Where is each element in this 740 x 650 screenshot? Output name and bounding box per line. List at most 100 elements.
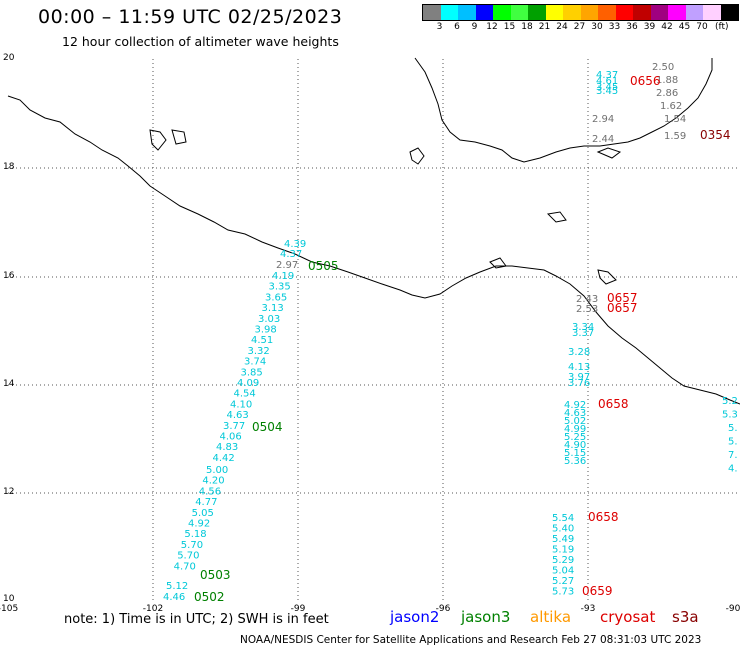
pass-id-label: 0503 [200,568,231,582]
legend-swatch [650,5,668,20]
wave-height-value: 4.19 [272,271,294,282]
legend-swatch [563,5,581,20]
wave-height-value: 2.86 [656,88,678,99]
wave-height-value: 5.19 [552,545,574,556]
wave-height-value: 1.59 [664,131,686,142]
grid-lines: 20 18 16 14 12 10-105 -102 -99 -96 -93 -90 [0,53,740,614]
legend-tick-label: 9 [471,22,478,32]
pass-id-label: 0659 [582,584,613,598]
pass-id-label: 0502 [194,590,225,604]
wave-height-color-legend [422,4,739,21]
wave-height-value: 2.94 [592,114,614,125]
wave-height-value: 2.97 [276,260,298,271]
lon-label: -96 [436,604,451,614]
wave-height-value: 3.76 [568,378,590,389]
lon-label: -90 [726,604,740,614]
pass-id-label: 0658 [588,510,619,524]
lat-label: 16 [3,271,15,281]
legend-tick-label: 24 [556,22,568,32]
wave-height-value: 5.18 [184,529,206,540]
altimeter-track: 5.545.405.495.195.295.045.275.73 0658 [552,510,619,598]
wave-height-value: 4.77 [195,497,217,508]
wave-height-value: 4.37 [596,70,618,81]
legend-swatch [668,5,686,20]
lake-3 [597,269,617,285]
wave-height-value: 5.40 [552,524,574,535]
legend-tick-label: 33 [608,22,621,32]
lat-label: 18 [3,162,15,172]
wave-height-value: 2.50 [652,62,674,73]
credit-line: NOAA/NESDIS Center for Satellite Applica… [240,634,702,646]
wave-height-value: 2.43 [576,294,598,305]
wave-height-value: 5.70 [177,551,199,562]
altimeter-track: 0659 [582,584,613,598]
altimeter-tracks: 4.394.372.97 05054.193.353.653.133.033.98… [163,62,738,604]
lat-label: 20 [3,53,15,63]
wave-height-value: 5.70 [181,540,203,551]
legend-tick-label: 3 [436,22,443,32]
legend-swatch [633,5,651,20]
wave-height-value: 4.37 [280,249,302,260]
wave-height-value: 3.97 [568,372,590,383]
lake-5 [171,129,187,145]
pass-id-label: 0657 [607,301,638,315]
wave-height-value: 4.20 [202,476,224,487]
wave-height-value: 4.63 [564,408,586,419]
wave-height-value: 5.02 [564,416,586,427]
wave-height-value: 5.54 [552,513,574,524]
lake-6 [489,257,507,269]
wave-height-value: 2.53 [576,304,598,315]
legend-swatch [685,5,703,20]
wave-height-value: 4.42 [213,453,235,464]
legend-swatch [580,5,598,20]
altimeter-track: 4.374.613.453.45 2.50 1.88 2.86 1.62 2.94 2.44… [592,62,686,145]
pass-id-label: 0657 [607,291,638,305]
wave-height-value: 4.92 [564,400,586,411]
pass-id-label: 0656 [630,74,661,88]
wave-height-value: 4.10 [230,399,252,410]
altimeter-track: 4.193.353.653.133.033.984.513.323.743.85… [213,271,295,464]
legend-tick-label: 15 [503,22,516,32]
wave-height-value: 3.34 [572,322,594,333]
page-subtitle: 12 hour collection of altimeter wave hei… [62,34,339,49]
altimeter-track: 5.004.204.564.775.054.925.185.705.704.70… [174,465,231,582]
laguna-terminos [596,147,622,159]
pass-id-label: 0505 [308,259,339,273]
legend-unit: (ft) [715,22,729,32]
wave-height-value: 4.13 [568,362,590,373]
legend-tick-label: 36 [626,22,638,32]
satellite-label-cryosat: cryosat [600,608,656,626]
wave-height-value: 4.90 [564,440,586,451]
wave-height-value: 4.51 [251,335,273,346]
wave-height-value: 4.39 [284,239,306,250]
pass-id-label: 0504 [252,420,283,434]
wave-height-value: 4.83 [216,442,238,453]
wave-height-value: 4.46 [163,592,185,603]
wave-height-value: 1.62 [660,101,682,112]
wave-height-value: 5.04 [552,566,574,577]
wave-height-value: 3.74 [244,357,266,368]
legend-tick-label: 21 [538,22,551,32]
wave-height-value: 3.85 [241,367,263,378]
legend-tick-label: 42 [661,22,673,32]
legend-tick-label: 70 [696,22,708,32]
legend-swatch [493,5,511,20]
lake-1 [409,147,425,165]
legend-swatch [703,5,721,20]
altimeter-track: 0354 [700,128,731,142]
legend-tick-label: 12 [486,22,498,32]
wave-height-value: 3.45 [596,86,618,97]
wave-height-value: 5.25 [564,432,586,443]
wave-height-value: 5.00 [206,465,228,476]
lake-4 [149,129,167,151]
mexico-pacific-coastline [7,95,740,405]
wave-height-value: 3.35 [269,282,291,293]
wave-height-value: 3.98 [255,325,277,336]
pass-id-label: 0354 [700,128,731,142]
legend-swatch [475,5,493,20]
wave-height-value: 1.54 [664,114,686,125]
wave-height-value: 3.45 [596,82,618,93]
wave-height-value: 4. [728,464,738,475]
gulf-of-mexico-coastline [414,57,713,163]
wave-height-value: 5.36 [564,456,586,467]
